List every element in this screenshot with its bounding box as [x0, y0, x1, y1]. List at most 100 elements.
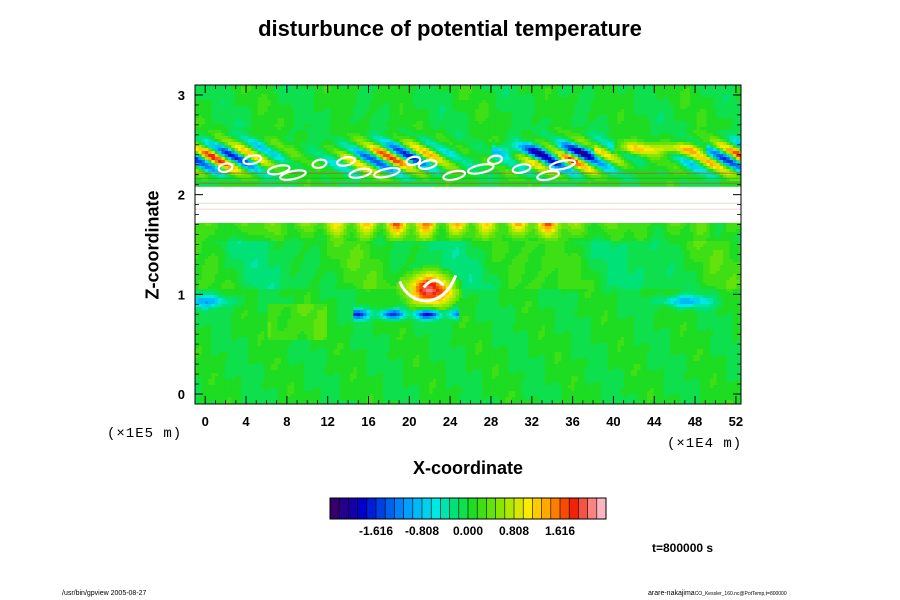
heatmap-cell [297, 154, 301, 158]
heatmap-cell [686, 136, 691, 140]
heatmap-cell [518, 148, 523, 152]
heatmap-cell [663, 151, 668, 155]
heatmap-cell [241, 118, 245, 122]
heatmap-cell [478, 142, 483, 146]
heatmap-cell [287, 148, 292, 152]
heatmap-cell [726, 151, 730, 155]
heatmap-cell [472, 148, 476, 152]
heatmap-cell [597, 136, 602, 140]
heatmap-cell [218, 100, 222, 104]
heatmap-cell [247, 118, 252, 122]
heatmap-cell [284, 121, 288, 125]
heatmap-cell [211, 142, 216, 146]
heatmap-cell [369, 133, 374, 137]
heatmap-cell [297, 100, 301, 104]
heatmap-cell [624, 145, 628, 149]
heatmap-cell [650, 166, 655, 170]
heatmap-cell [670, 136, 674, 140]
heatmap-cell [660, 100, 664, 104]
heatmap-cell [386, 103, 391, 107]
heatmap-cell [515, 154, 519, 158]
heatmap-cell [363, 145, 367, 149]
heatmap-cell [366, 109, 371, 113]
heatmap-cell [495, 88, 499, 92]
heatmap-cell [617, 130, 622, 134]
heatmap-cell [709, 154, 714, 158]
heatmap-cell [528, 118, 532, 122]
heatmap-cell [231, 109, 235, 113]
heatmap-cell [277, 130, 282, 134]
heatmap-cell [577, 142, 582, 146]
heatmap-cell [214, 91, 219, 95]
heatmap-cell [686, 85, 691, 89]
heatmap-cell [369, 91, 374, 95]
heatmap-cell [343, 169, 348, 173]
heatmap-cell [650, 142, 655, 146]
heatmap-cell [485, 115, 490, 119]
heatmap-cell [505, 163, 509, 167]
heatmap-cell [706, 118, 711, 122]
heatmap-cell [376, 160, 381, 164]
heatmap-cell [426, 124, 430, 128]
heatmap-cell [274, 124, 278, 128]
heatmap-cell [373, 94, 377, 98]
heatmap-cell [254, 130, 259, 134]
heatmap-cell [488, 118, 493, 122]
heatmap-cell [356, 160, 361, 164]
heatmap-cell [287, 154, 292, 158]
heatmap-cell [317, 121, 321, 125]
heatmap-cell [676, 106, 681, 110]
heatmap-cell [267, 106, 272, 110]
heatmap-cell [237, 136, 242, 140]
heatmap-cell [660, 166, 664, 170]
heatmap-cell [257, 148, 262, 152]
heatmap-cell [327, 136, 331, 140]
heatmap-cell [703, 163, 707, 167]
heatmap-cell [254, 94, 259, 98]
heatmap-cell [277, 91, 282, 95]
heatmap-cell [221, 100, 226, 104]
heatmap-cell [581, 154, 585, 158]
heatmap-cell [614, 133, 618, 137]
heatmap-cell [340, 121, 344, 125]
heatmap-cell [676, 145, 681, 149]
heatmap-cell [732, 91, 737, 95]
heatmap-cell [300, 100, 305, 104]
heatmap-cell [300, 166, 305, 170]
heatmap-cell [297, 160, 301, 164]
heatmap-cell [343, 127, 348, 131]
heatmap-cell [534, 109, 539, 113]
heatmap-cell [389, 112, 394, 116]
heatmap-cell [515, 106, 519, 110]
heatmap-cell [564, 130, 569, 134]
heatmap-cell [650, 121, 655, 125]
heatmap-cell [627, 154, 631, 158]
heatmap-cell [307, 130, 311, 134]
heatmap-cell [280, 169, 285, 173]
heatmap-cell [561, 166, 565, 170]
heatmap-cell [594, 127, 598, 131]
heatmap-cell [208, 145, 212, 149]
heatmap-cell [492, 85, 496, 89]
heatmap-cell [525, 94, 529, 98]
heatmap-cell [228, 151, 232, 155]
heatmap-cell [442, 91, 447, 95]
heatmap-cell [231, 139, 235, 143]
heatmap-cell [300, 94, 305, 98]
heatmap-cell [594, 106, 598, 110]
heatmap-cell [396, 145, 400, 149]
heatmap-cell [617, 148, 622, 152]
heatmap-cell [346, 142, 351, 146]
heatmap-cell [558, 145, 562, 149]
heatmap-cell [495, 100, 499, 104]
heatmap-cell [195, 175, 199, 179]
heatmap-cell [237, 91, 242, 95]
heatmap-cell [548, 133, 552, 137]
heatmap-cell [294, 115, 298, 119]
heatmap-cell [214, 94, 219, 98]
heatmap-cell [429, 169, 433, 173]
heatmap-cell [393, 88, 397, 92]
heatmap-cell [558, 124, 562, 128]
heatmap-cell [624, 103, 628, 107]
heatmap-cell [577, 160, 582, 164]
